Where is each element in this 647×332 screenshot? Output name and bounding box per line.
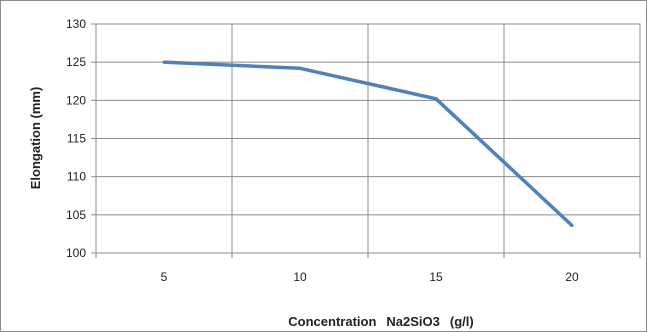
x-tick-label: 5 xyxy=(161,270,168,284)
y-tick-label: 100 xyxy=(66,246,86,260)
x-axis-title-unit: (g/l) xyxy=(450,314,474,329)
y-tick-label: 125 xyxy=(66,55,86,69)
data-point xyxy=(570,223,574,228)
series-line-elongation xyxy=(163,60,574,227)
x-axis-title-formula: Na2SiO3 xyxy=(386,314,439,329)
y-tick-label: 130 xyxy=(66,17,86,31)
label-layer: 100 105 110 115 120 125 130 5 10 15 20 xyxy=(66,17,579,284)
series-layer xyxy=(162,60,574,228)
axis-layer xyxy=(91,23,641,258)
y-tick-label: 110 xyxy=(67,170,86,184)
grid-layer xyxy=(95,23,641,254)
x-tick-label: 10 xyxy=(293,270,307,284)
y-tick-label: 105 xyxy=(66,208,86,222)
x-tick-label: 20 xyxy=(565,270,579,284)
x-axis-title: Concentration Na2SiO3 (g/l) xyxy=(288,313,473,330)
data-point xyxy=(162,60,166,64)
x-tick-label: 15 xyxy=(429,270,443,284)
data-point xyxy=(298,66,302,70)
y-tick-label: 120 xyxy=(66,93,86,107)
y-tick-label: 115 xyxy=(67,132,86,146)
x-axis-title-text: Concentration xyxy=(288,314,376,329)
data-point xyxy=(434,97,438,101)
y-axis-title: Elongation (mm) xyxy=(28,87,43,190)
